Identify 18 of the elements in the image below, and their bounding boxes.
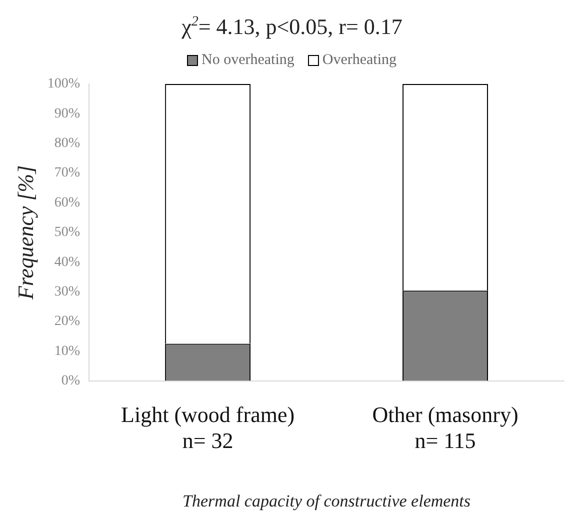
y-tick-label: 50% bbox=[54, 225, 80, 240]
y-axis-title: Frequency [%] bbox=[12, 165, 38, 300]
y-tick-label: 100% bbox=[47, 76, 80, 92]
y-tick-label: 10% bbox=[54, 344, 80, 359]
y-tick-label: 60% bbox=[54, 195, 80, 210]
chart-title: χ$^{2}$= 4.13, p<0.05, r= 0.17 bbox=[180, 13, 404, 41]
legend-label: No overheating bbox=[201, 52, 294, 68]
y-tick-label: 40% bbox=[54, 254, 80, 270]
y-tick-label: 0% bbox=[61, 373, 80, 388]
y-tick-label: 90% bbox=[54, 106, 80, 122]
y-tick-label: 80% bbox=[54, 136, 80, 152]
y-tick-label: 70% bbox=[54, 166, 80, 181]
x-tick-label: Light (wood frame) n= 32 bbox=[121, 402, 295, 454]
x-axis-title: Thermal capacity of constructive elements bbox=[182, 491, 471, 510]
y-tick-label: 30% bbox=[54, 284, 80, 300]
x-tick-label: Other (masonry) n= 115 bbox=[372, 402, 518, 454]
y-tick-label: 20% bbox=[54, 314, 80, 330]
series-label: Overheating bbox=[322, 52, 397, 68]
